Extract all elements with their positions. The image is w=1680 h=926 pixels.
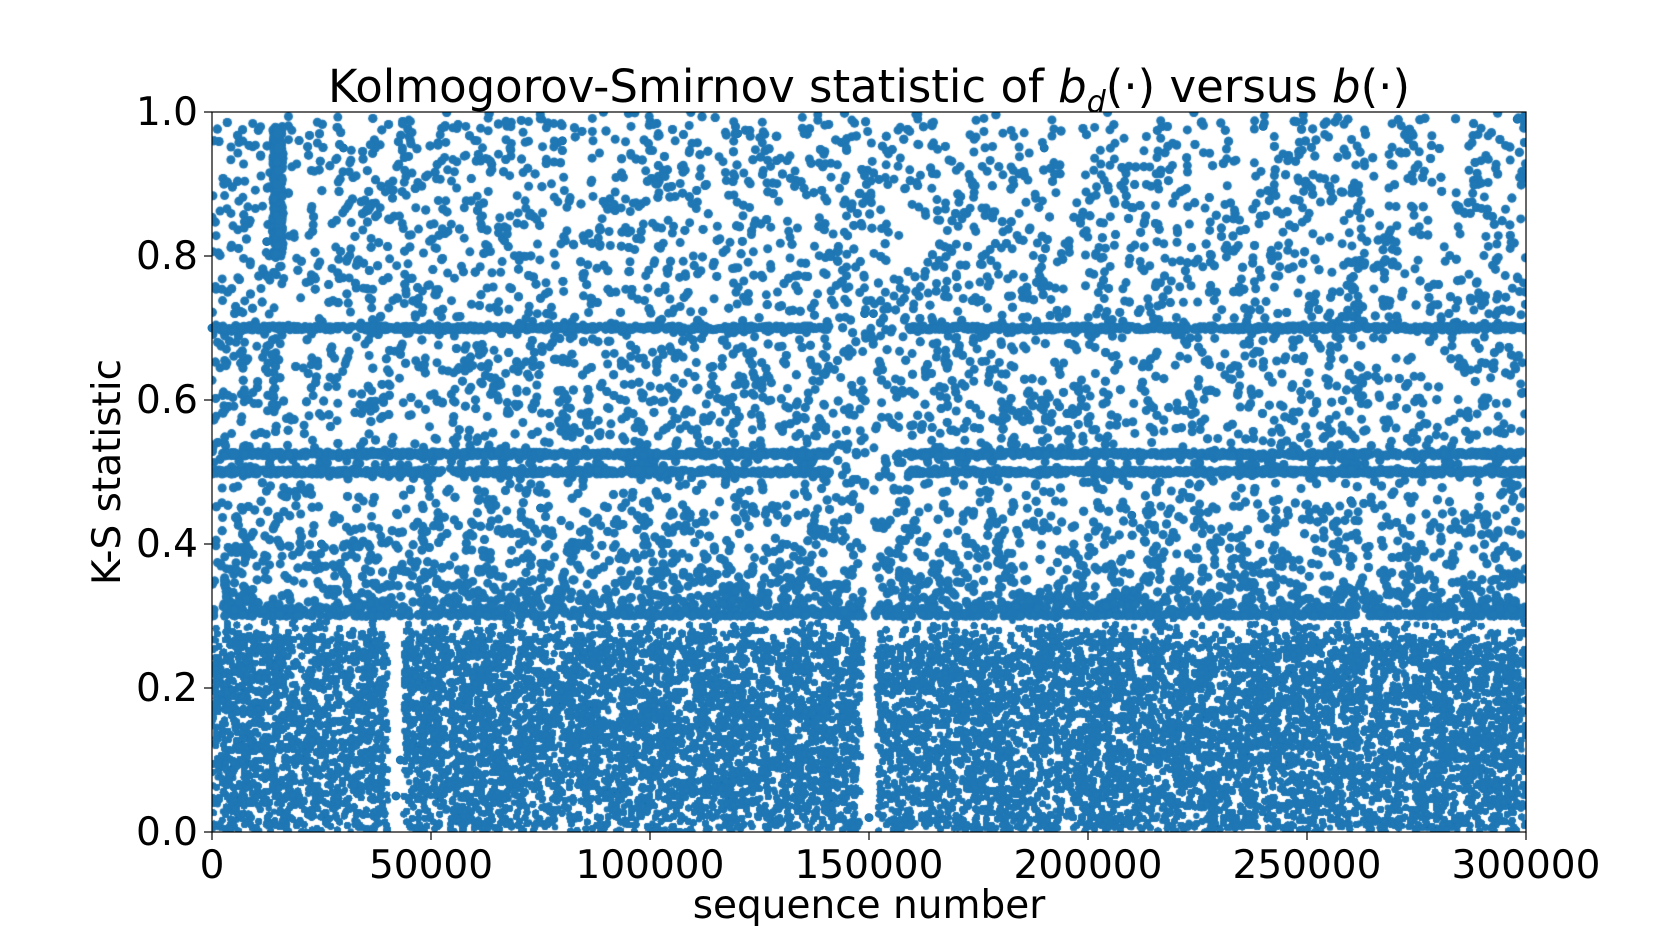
scatter-point [229, 449, 239, 459]
scatter-point [908, 525, 918, 535]
x-tick-label: 200000 [1014, 843, 1163, 888]
chart-title-mid: versus [1155, 60, 1332, 113]
scatter-point [1499, 323, 1509, 333]
scatter-point [1302, 323, 1312, 333]
x-tick-label: 250000 [1233, 843, 1382, 888]
chart-title-paren2: (·) [1361, 60, 1410, 113]
chart-title-paren1: (·) [1106, 60, 1155, 113]
scatter-point [1258, 121, 1268, 131]
scatter-point [391, 791, 401, 801]
y-tick-label: 0.4 [136, 522, 198, 567]
scatter-point [776, 449, 786, 459]
scatter-point [1083, 467, 1093, 477]
scatter-point [262, 237, 272, 247]
x-tick-label: 100000 [576, 843, 725, 888]
y-axis-label: K-S statistic [85, 359, 130, 585]
scatter-point [1127, 510, 1137, 520]
scatter-point [860, 309, 870, 319]
scatter-point [733, 129, 743, 139]
scatter-point [275, 215, 285, 225]
scatter-point [426, 323, 436, 333]
scatter-point [645, 323, 655, 333]
scatter-point [1039, 143, 1049, 153]
chart-title-b2: b [1332, 60, 1361, 113]
chart-title-b1: b [1058, 60, 1087, 113]
scatter-point [864, 813, 874, 823]
scatter-point [251, 323, 261, 333]
scatter-point [338, 143, 348, 153]
x-tick-label: 50000 [369, 843, 493, 888]
scatter-point [317, 539, 326, 549]
y-tick-label: 1.0 [136, 90, 198, 135]
x-tick-label: 150000 [795, 843, 944, 888]
scatter-point [272, 179, 282, 189]
scatter-point [273, 129, 283, 139]
chart-title: Kolmogorov-Smirnov statistic of bd(·) ve… [328, 60, 1410, 120]
scatter-point [1477, 449, 1487, 459]
x-axis: 0 50000 100000 150000 200000 250000 300000 [200, 832, 1601, 888]
chart-title-sub: d [1087, 85, 1107, 120]
scatter-point [1346, 496, 1356, 506]
scatter-point [820, 467, 830, 477]
scatter-point [536, 503, 545, 513]
scatter-point [395, 755, 405, 765]
scatter-point [1390, 467, 1400, 477]
scatter-point [1214, 449, 1224, 459]
scatter-point [557, 136, 567, 146]
y-tick-label: 0.0 [136, 810, 198, 855]
scatter-point [601, 467, 611, 477]
scatter-point [1512, 114, 1522, 124]
y-tick-label: 0.6 [136, 378, 198, 423]
y-tick-label: 0.8 [136, 234, 198, 279]
scatter-point [470, 449, 480, 459]
x-tick-label: 0 [200, 843, 225, 888]
x-axis-label: sequence number [693, 883, 1047, 926]
x-tick-label: 300000 [1452, 843, 1601, 888]
scatter-marks [207, 114, 1522, 823]
y-axis: 0.0 0.2 0.4 0.6 0.8 1.0 [136, 90, 212, 855]
chart-title-prefix: Kolmogorov-Smirnov statistic of [328, 60, 1058, 113]
y-tick-label: 0.2 [136, 666, 198, 711]
scatter-point [295, 467, 305, 477]
scatter-points [212, 112, 1526, 832]
scatter-point [868, 309, 878, 319]
scatter-point [952, 323, 962, 333]
plot-area [207, 111, 1527, 833]
scatter-point [274, 143, 284, 153]
